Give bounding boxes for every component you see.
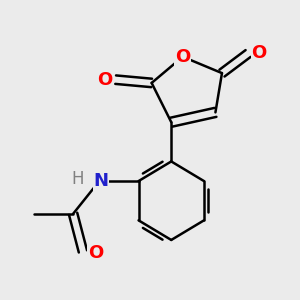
Text: H: H bbox=[72, 170, 84, 188]
Text: O: O bbox=[251, 44, 267, 62]
Text: O: O bbox=[175, 48, 190, 66]
Text: N: N bbox=[93, 172, 108, 190]
Text: O: O bbox=[97, 71, 112, 89]
Text: O: O bbox=[88, 244, 103, 262]
